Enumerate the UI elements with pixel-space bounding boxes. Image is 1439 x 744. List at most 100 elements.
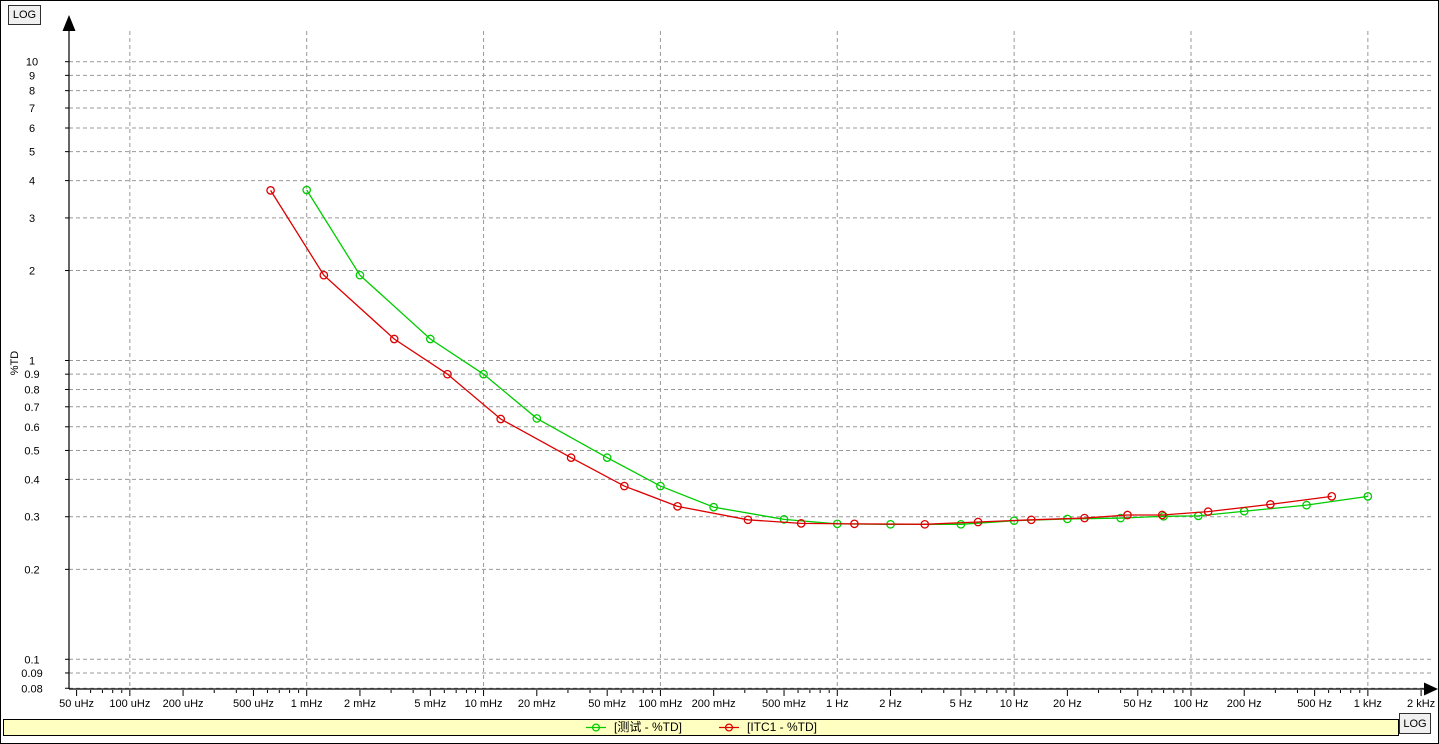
data-point-marker	[319, 270, 329, 280]
data-point-marker	[1026, 515, 1036, 525]
y-axis-title: %TD	[9, 350, 21, 376]
data-point-marker	[1363, 492, 1373, 501]
svg-text:0.08: 0.08	[21, 683, 42, 695]
svg-text:0.09: 0.09	[21, 668, 42, 680]
data-point-marker	[566, 453, 576, 463]
data-point-marker	[1302, 500, 1311, 510]
legend-item-itc1-series[interactable]: [ITC1 - %TD]	[718, 720, 817, 735]
data-point-marker	[302, 185, 312, 195]
legend-marker-itc1-series-icon	[718, 723, 739, 732]
svg-text:0.7: 0.7	[24, 402, 39, 414]
svg-text:0.8: 0.8	[24, 384, 39, 396]
data-point-marker	[779, 515, 789, 524]
svg-text:0.5: 0.5	[24, 445, 39, 457]
data-point-marker	[1327, 492, 1337, 501]
svg-text:0.9: 0.9	[24, 369, 39, 381]
svg-text:0.2: 0.2	[24, 564, 39, 576]
axes	[62, 15, 1438, 696]
data-point-marker	[266, 186, 275, 195]
data-point-marker	[920, 519, 930, 529]
y-axis-tick-labels: 109 8 7 6 5 4 3 2 10.9 0.8 0.7 0.6 0.5 0.4 0.3 0.2 0.1 0.…	[21, 57, 42, 696]
data-point-marker	[743, 515, 753, 525]
data-point-marker	[532, 414, 542, 423]
svg-text:0.1: 0.1	[24, 654, 39, 666]
data-point-marker	[796, 519, 806, 528]
data-point-marker	[956, 519, 966, 529]
svg-text:50 mHz: 50 mHz	[588, 698, 626, 710]
data-point-marker	[1123, 510, 1132, 520]
svg-text:2: 2	[29, 266, 35, 278]
horizontal-gridlines	[69, 61, 1432, 689]
svg-text:0.3: 0.3	[24, 512, 39, 524]
svg-text:100 mHz: 100 mHz	[638, 698, 682, 710]
svg-text:20 mHz: 20 mHz	[518, 698, 556, 710]
data-point-marker	[673, 501, 682, 511]
data-point-marker	[1080, 513, 1089, 523]
svg-text:0.6: 0.6	[24, 422, 39, 434]
y-axis-log-scale-button[interactable]: LOG	[8, 5, 41, 25]
data-point-marker	[656, 481, 665, 491]
svg-text:200 Hz: 200 Hz	[1227, 698, 1262, 710]
svg-text:2 mHz: 2 mHz	[344, 698, 376, 710]
svg-text:3: 3	[29, 213, 35, 225]
legend-item-test-series[interactable]: [测试 - %TD]	[585, 720, 682, 735]
svg-text:500 uHz: 500 uHz	[233, 698, 274, 710]
svg-text:50 uHz: 50 uHz	[59, 698, 94, 710]
data-point-marker	[1203, 507, 1213, 516]
data-point-marker	[425, 334, 435, 344]
series-itc1-series	[266, 186, 1337, 529]
data-point-marker	[443, 369, 452, 379]
svg-text:20 Hz: 20 Hz	[1053, 698, 1082, 710]
svg-text:6: 6	[29, 123, 35, 135]
data-point-marker	[850, 519, 859, 529]
svg-text:50 Hz: 50 Hz	[1123, 698, 1152, 710]
data-point-marker	[1159, 511, 1168, 521]
svg-text:10 Hz: 10 Hz	[1000, 698, 1029, 710]
svg-text:4: 4	[29, 176, 35, 188]
x-axis-ticks	[76, 690, 1422, 696]
data-point-marker	[496, 414, 506, 424]
data-point-marker	[479, 369, 488, 379]
svg-text:1 Hz: 1 Hz	[826, 698, 849, 710]
svg-text:5 mHz: 5 mHz	[414, 698, 446, 710]
data-point-marker	[619, 481, 629, 491]
svg-text:10 mHz: 10 mHz	[465, 698, 503, 710]
svg-text:200 uHz: 200 uHz	[163, 698, 204, 710]
svg-text:10: 10	[26, 57, 38, 69]
svg-text:500 Hz: 500 Hz	[1297, 698, 1332, 710]
svg-text:9: 9	[29, 70, 35, 82]
x-axis-arrow-icon	[1424, 682, 1438, 696]
svg-text:2 kHz: 2 kHz	[1407, 698, 1435, 710]
svg-text:100 Hz: 100 Hz	[1174, 698, 1209, 710]
x-axis-tick-labels: 50 uHz 100 uHz 200 uHz 500 uHz 1 mHz 2 mHz 5 m…	[59, 698, 1435, 710]
data-point-marker	[389, 334, 399, 344]
legend-marker-test-series-icon	[585, 723, 606, 732]
svg-text:8: 8	[29, 86, 35, 98]
data-point-marker	[1116, 513, 1125, 523]
svg-text:0.4: 0.4	[24, 474, 39, 486]
svg-text:5: 5	[29, 147, 35, 159]
svg-text:100 uHz: 100 uHz	[109, 698, 150, 710]
svg-text:2 Hz: 2 Hz	[879, 698, 902, 710]
y-axis-ticks	[65, 61, 69, 689]
svg-text:1 kHz: 1 kHz	[1354, 698, 1382, 710]
svg-text:1: 1	[29, 356, 35, 368]
data-point-marker	[355, 270, 365, 280]
data-point-marker	[709, 502, 719, 512]
svg-text:1 mHz: 1 mHz	[291, 698, 323, 710]
x-axis-log-scale-button[interactable]: LOG	[1399, 713, 1431, 734]
data-point-marker	[1266, 500, 1275, 509]
series-line-itc1-series	[270, 190, 1332, 525]
legend-label-test-series: [测试 - %TD]	[613, 720, 682, 734]
data-point-marker	[602, 453, 612, 463]
legend-bar: [测试 - %TD] [ITC1 - %TD]	[3, 719, 1399, 736]
data-point-marker	[973, 517, 983, 527]
svg-text:500 mHz: 500 mHz	[762, 698, 806, 710]
data-point-marker	[1157, 510, 1167, 520]
svg-text:5 Hz: 5 Hz	[950, 698, 973, 710]
legend-label-itc1-series: [ITC1 - %TD]	[746, 720, 817, 734]
y-axis-arrow-icon	[62, 15, 76, 31]
svg-text:7: 7	[29, 103, 35, 115]
